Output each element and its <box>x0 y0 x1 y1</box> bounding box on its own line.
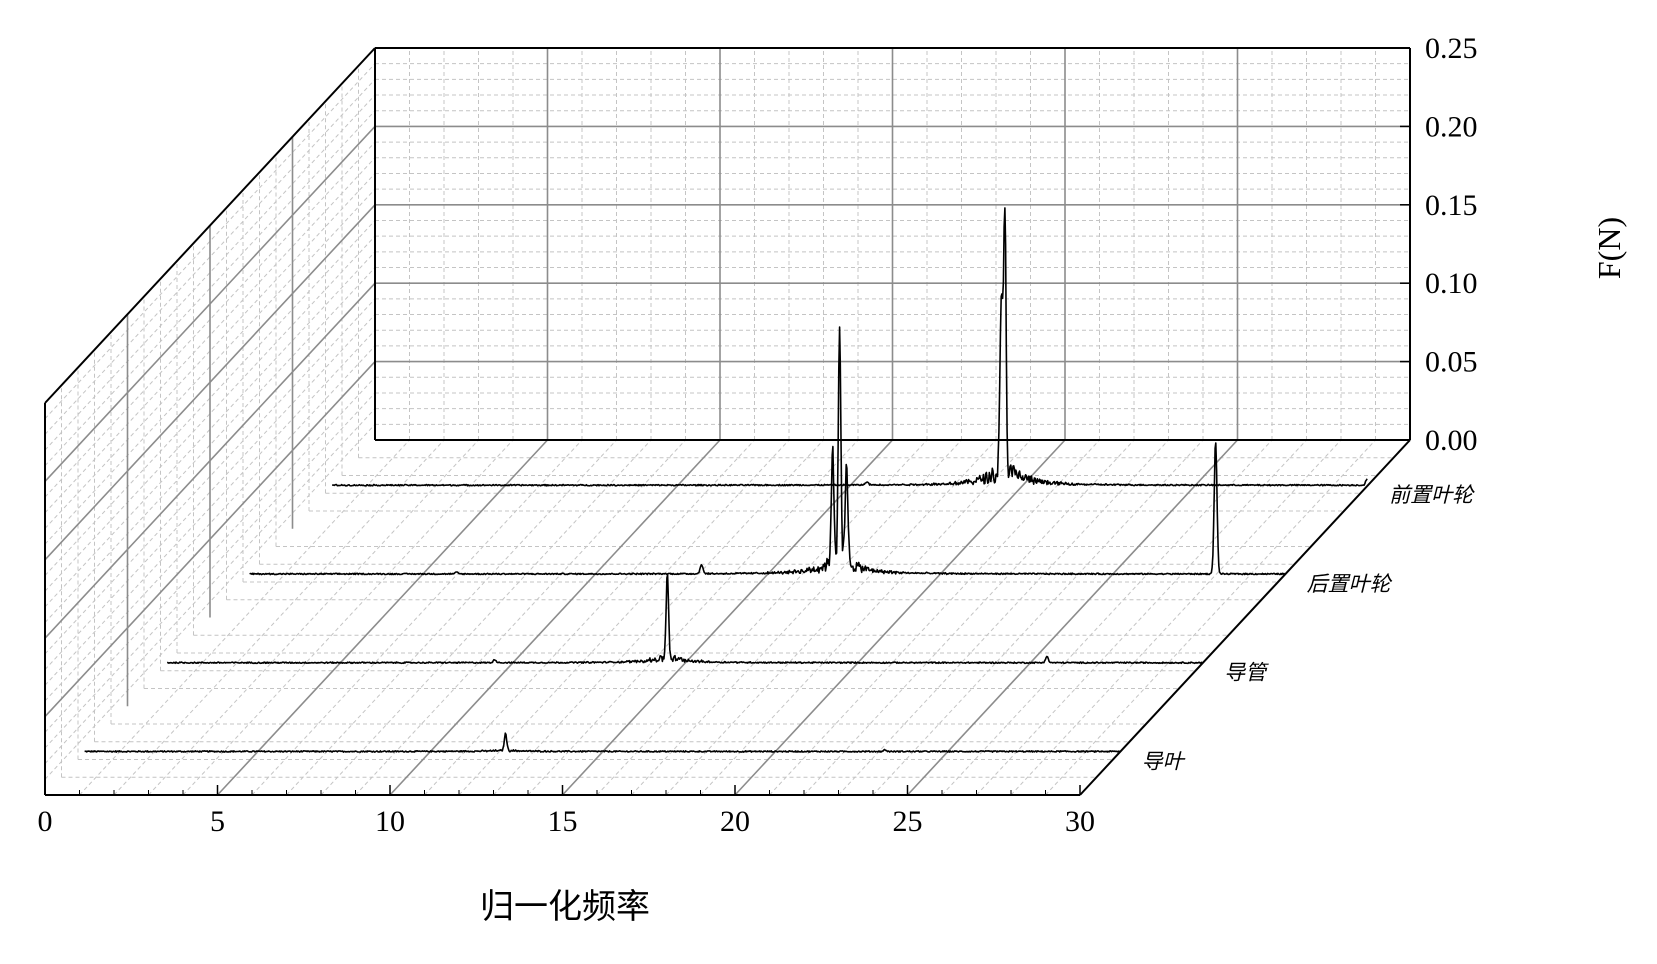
floor-minor-grid <box>355 439 686 796</box>
floor-minor-grid <box>803 439 1135 796</box>
side-wall-minor-grid <box>44 408 376 764</box>
floor-minor-grid <box>631 439 962 796</box>
side-wall-minor-grid <box>44 423 376 780</box>
floor-minor-grid <box>872 439 1204 796</box>
floor-minor-grid <box>320 439 652 796</box>
series-label-3: 后置叶轮 <box>1307 572 1393 596</box>
side-wall-minor-grid <box>44 376 376 733</box>
series-line-3 <box>249 326 1286 576</box>
top-left-edge <box>44 47 376 404</box>
z-tick-label: 0.00 <box>1425 424 1478 457</box>
floor-minor-grid <box>424 439 755 796</box>
floor-minor-grid <box>286 439 617 796</box>
side-wall-minor-grid <box>44 63 376 420</box>
side-wall-minor-grid <box>44 173 376 529</box>
side-wall-minor-grid <box>44 157 376 514</box>
side-wall-minor-grid <box>44 329 376 686</box>
series-label-4: 前置叶轮 <box>1389 483 1475 507</box>
side-wall-minor-grid <box>44 79 376 435</box>
axes-frame <box>44 47 1411 796</box>
floor-minor-grid <box>838 439 1169 796</box>
floor-minor-grid <box>182 439 514 796</box>
side-wall-minor-grid <box>44 235 376 592</box>
side-wall-minor-grid <box>44 141 376 498</box>
series-line-4 <box>331 207 1368 487</box>
floor-minor-grid <box>527 439 859 796</box>
floor-major-grid <box>906 439 1239 796</box>
x-tick-label: 5 <box>210 805 225 838</box>
floor-minor-grid <box>596 439 928 796</box>
side-wall-minor-grid <box>44 314 376 670</box>
floor-minor-grid <box>79 439 410 796</box>
floor-major-grid <box>734 439 1066 796</box>
x-axis-title: 归一化频率 <box>480 887 650 927</box>
x-tick-label: 0 <box>38 805 53 838</box>
side-wall-minor-grid <box>44 110 376 467</box>
x-tick-label: 30 <box>1065 805 1095 838</box>
floor-minor-grid <box>769 439 1100 796</box>
z-tick-label: 0.10 <box>1425 267 1478 300</box>
floor-major-grid <box>216 439 549 796</box>
z-tick-label: 0.20 <box>1425 110 1478 143</box>
side-wall-minor-grid <box>44 94 376 451</box>
side-wall-minor-grid <box>44 267 376 623</box>
z-tick-label: 0.25 <box>1425 32 1478 65</box>
floor-minor-grid <box>493 439 824 796</box>
floor-minor-grid <box>458 439 790 796</box>
floor-minor-grid <box>1045 439 1376 796</box>
z-tick-label: 0.15 <box>1425 189 1478 222</box>
tick-labels: 0 5 10 15 20 25 30 0.00 0.05 0.10 0.15 0.20 0.25 导叶 导管… <box>38 32 1478 838</box>
x-tick-label: 25 <box>893 805 923 838</box>
z-axis-title: F(N) <box>1591 217 1627 279</box>
floor-minor-grid <box>148 439 479 796</box>
floor-minor-grid <box>976 439 1307 796</box>
floor-minor-grid <box>251 439 583 796</box>
z-tick-label: 0.05 <box>1425 346 1478 379</box>
side-wall-minor-grid <box>44 251 376 608</box>
series-layer <box>84 207 1368 753</box>
floor-minor-grid <box>665 439 997 796</box>
floor-minor-grid <box>700 439 1031 796</box>
x-tick-label: 20 <box>720 805 750 838</box>
floor-major-grid <box>389 439 721 796</box>
side-wall-minor-grid <box>44 220 376 576</box>
grid-layer <box>44 48 1410 796</box>
x-tick-label: 15 <box>548 805 578 838</box>
side-wall-minor-grid <box>44 392 376 749</box>
side-wall-minor-grid <box>44 188 376 545</box>
series-line-2 <box>166 573 1203 665</box>
series-label-2: 导管 <box>1224 661 1269 685</box>
x-tick-label: 10 <box>375 805 405 838</box>
side-wall-minor-grid <box>44 298 376 655</box>
floor-minor-grid <box>113 439 445 796</box>
depth-axis-line <box>1079 439 1411 796</box>
side-wall-minor-grid <box>44 345 376 702</box>
floor-minor-grid <box>1010 439 1342 796</box>
floor-minor-grid <box>941 439 1273 796</box>
series-line-1 <box>84 732 1120 753</box>
series-label-1: 导叶 <box>1142 749 1186 773</box>
